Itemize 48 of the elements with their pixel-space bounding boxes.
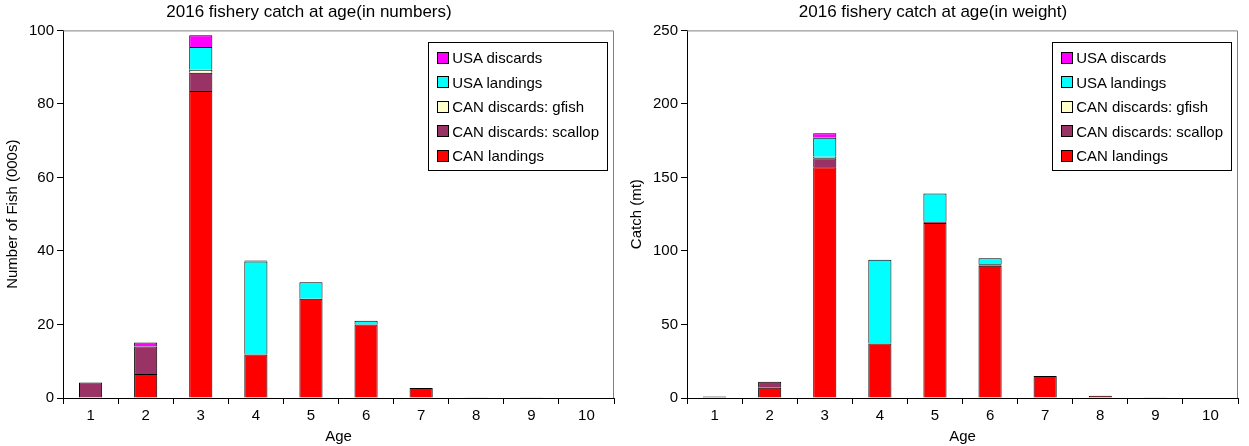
x-tick-label: 4 — [251, 406, 261, 424]
legend-label: USA discards — [452, 49, 543, 67]
y-tick-label: 80 — [37, 94, 55, 112]
x-tick-label: 1 — [86, 406, 95, 424]
legend-label: CAN discards: gfish — [452, 98, 584, 116]
x-tick-label: 3 — [196, 406, 205, 424]
y-tick-label: 0 — [45, 388, 55, 406]
x-tick-label: 4 — [875, 406, 885, 424]
y-tick-label: 150 — [653, 167, 679, 185]
x-tick-label: 2 — [141, 406, 150, 424]
y-tick-label: 0 — [669, 388, 679, 406]
legend-label: CAN discards: gfish — [1076, 98, 1208, 116]
x-tick-label: 7 — [416, 406, 426, 424]
legend-label: USA discards — [1076, 49, 1167, 67]
chart-title: 2016 fishery catch at age(in numbers) — [166, 1, 452, 21]
legend-label: CAN landings — [452, 147, 544, 165]
y-tick-label: 200 — [653, 94, 679, 112]
x-tick-label: 3 — [820, 406, 829, 424]
x-tick-label: 7 — [1040, 406, 1050, 424]
x-tick-label: 8 — [472, 406, 481, 424]
y-tick-label: 100 — [29, 20, 55, 38]
y-tick-label: 20 — [37, 314, 55, 332]
x-tick-label: 9 — [527, 406, 536, 424]
x-tick-label: 10 — [578, 406, 595, 424]
x-tick-label: 5 — [306, 406, 316, 424]
x-tick-label: 10 — [1202, 406, 1219, 424]
x-tick-label: 5 — [930, 406, 940, 424]
y-tick-label: 50 — [661, 314, 679, 332]
y-tick-label: 100 — [653, 241, 679, 259]
y-tick-label: 40 — [37, 241, 55, 259]
legend-label: CAN discards: scallop — [452, 122, 599, 140]
legend-label: USA landings — [1076, 73, 1167, 91]
x-tick-label: 6 — [985, 406, 995, 424]
legend-label: CAN landings — [1076, 147, 1168, 165]
x-tick-label: 6 — [361, 406, 371, 424]
y-tick-label: 60 — [37, 167, 55, 185]
y-tick-label: 250 — [653, 20, 679, 38]
x-axis-title: Age — [325, 427, 352, 445]
x-tick-label: 1 — [710, 406, 719, 424]
legend-label: USA landings — [452, 73, 543, 91]
x-tick-label: 9 — [1151, 406, 1160, 424]
y-axis-title: Catch (mt) — [627, 179, 645, 250]
chart-title: 2016 fishery catch at age(in weight) — [798, 1, 1068, 21]
y-axis-title: Number of Fish (000s) — [3, 139, 21, 289]
x-tick-label: 8 — [1096, 406, 1105, 424]
x-axis-title: Age — [949, 427, 976, 445]
legend-label: CAN discards: scallop — [1076, 122, 1223, 140]
x-tick-label: 2 — [765, 406, 774, 424]
